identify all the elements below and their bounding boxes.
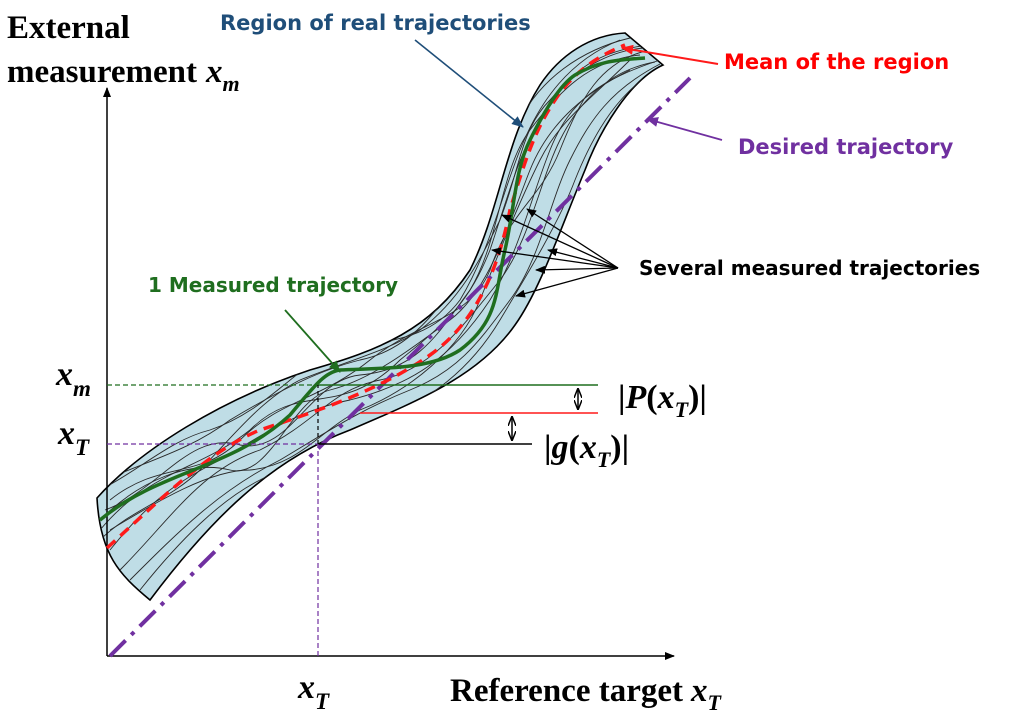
region-label: Region of real trajectories (220, 11, 531, 35)
desired-label: Desired trajectory (738, 135, 954, 159)
region-pointer-arrow (414, 39, 524, 128)
several-label: Several measured trajectories (639, 256, 980, 280)
several-pointer-arrows (491, 208, 619, 298)
measured-trajectory-line (98, 56, 646, 522)
formula-g: |g(xT)| (544, 429, 629, 472)
one-measured-label: 1 Measured trajectory (148, 273, 398, 297)
formula-p: |P(xT)| (618, 379, 707, 422)
title-line2: measurement xm (7, 54, 240, 96)
tick-xt-bottom: xT (297, 669, 330, 714)
mean-trajectory-line (105, 43, 626, 550)
region-band (96, 32, 665, 602)
mean-label: Mean of the region (724, 50, 949, 74)
tick-xt-left: xT (57, 415, 90, 460)
one-measured-pointer-arrow (284, 309, 341, 373)
x-axis-label: Reference target xT (450, 673, 722, 715)
title-line1: External (7, 10, 130, 46)
desired-pointer-arrow (646, 117, 723, 141)
tick-xm: xm (55, 356, 91, 401)
mean-pointer-arrow (621, 44, 719, 65)
